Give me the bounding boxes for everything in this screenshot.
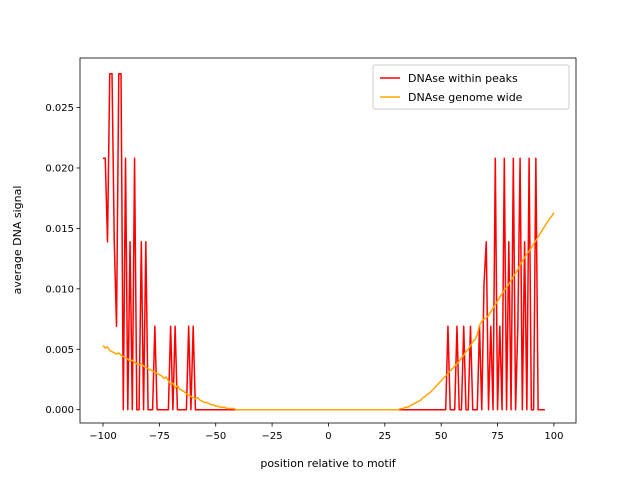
- x-tick-label: −50: [205, 431, 226, 442]
- x-tick-label: 0: [325, 431, 331, 442]
- legend-label: DNAse genome wide: [408, 91, 523, 104]
- legend-label: DNAse within peaks: [408, 72, 518, 85]
- x-tick-label: 50: [435, 431, 448, 442]
- x-tick-label: −25: [262, 431, 283, 442]
- y-tick-label: 0.015: [45, 224, 74, 235]
- x-tick-label: 25: [378, 431, 391, 442]
- axes-frame: [79, 57, 577, 424]
- x-tick-label: −75: [149, 431, 170, 442]
- y-tick-label: 0.020: [45, 163, 74, 174]
- data-line: [102, 212, 555, 411]
- y-axis-label: average DNA signal: [11, 186, 24, 295]
- plot-area: [102, 72, 555, 411]
- y-tick-label: 0.025: [45, 103, 74, 114]
- y-tick-label: 0.010: [45, 284, 74, 295]
- x-tick-label: 100: [544, 431, 563, 442]
- legend-box: [372, 64, 570, 110]
- x-tick-label: 75: [491, 431, 504, 442]
- y-tick-label: 0.000: [45, 405, 74, 416]
- y-tick-label: 0.005: [45, 345, 74, 356]
- x-tick-label: −100: [89, 431, 116, 442]
- x-axis-label: position relative to motif: [260, 457, 396, 470]
